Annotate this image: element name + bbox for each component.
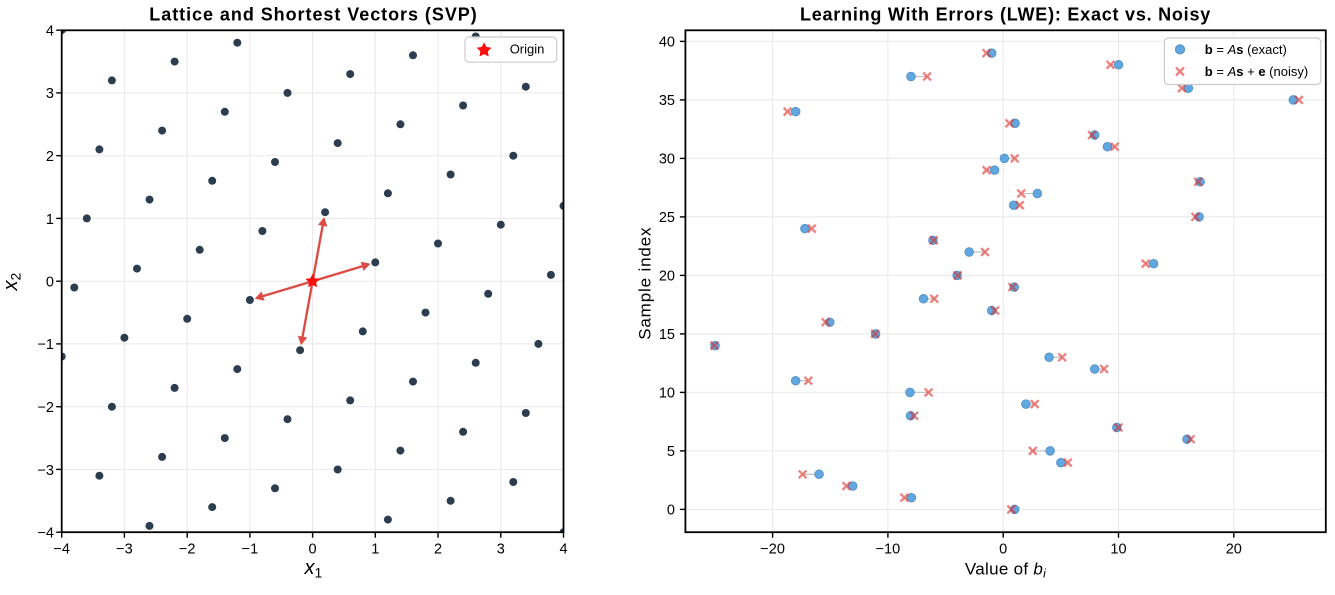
svg-text:5: 5 bbox=[667, 444, 675, 460]
svg-text:b = As + e (noisy): b = As + e (noisy) bbox=[1205, 64, 1308, 79]
svg-text:−3: −3 bbox=[116, 542, 133, 558]
svg-text:−20: −20 bbox=[760, 542, 785, 558]
svg-text:3: 3 bbox=[497, 542, 505, 558]
svg-text:40: 40 bbox=[659, 35, 675, 51]
svg-text:−4: −4 bbox=[37, 526, 54, 542]
svg-text:30: 30 bbox=[659, 152, 675, 168]
svg-text:−2: −2 bbox=[179, 542, 196, 558]
svg-text:0: 0 bbox=[309, 542, 317, 558]
svg-text:4: 4 bbox=[46, 24, 54, 40]
svg-text:b = As (exact): b = As (exact) bbox=[1205, 42, 1287, 57]
svg-text:2: 2 bbox=[46, 149, 54, 165]
svg-text:3: 3 bbox=[46, 86, 54, 102]
svg-text:1: 1 bbox=[371, 542, 379, 558]
svg-text:Origin: Origin bbox=[510, 42, 545, 57]
svg-text:−2: −2 bbox=[37, 400, 54, 416]
svg-text:25: 25 bbox=[659, 210, 675, 226]
svg-text:1: 1 bbox=[46, 212, 54, 228]
svg-text:20: 20 bbox=[1226, 542, 1242, 558]
svg-text:Sample index: Sample index bbox=[636, 227, 655, 340]
svg-text:4: 4 bbox=[559, 542, 567, 558]
svg-text:10: 10 bbox=[659, 386, 675, 402]
svg-text:−4: −4 bbox=[53, 542, 70, 558]
svg-text:0: 0 bbox=[999, 542, 1007, 558]
svg-text:15: 15 bbox=[659, 327, 675, 343]
svg-text:Value of bi: Value of bi bbox=[965, 560, 1046, 581]
svg-text:Lattice and Shortest Vectors (: Lattice and Shortest Vectors (SVP) bbox=[149, 5, 477, 25]
svg-text:0: 0 bbox=[667, 503, 675, 519]
svg-text:−1: −1 bbox=[242, 542, 259, 558]
svg-text:−1: −1 bbox=[37, 337, 54, 353]
svg-text:Learning With Errors (LWE): Ex: Learning With Errors (LWE): Exact vs. No… bbox=[800, 5, 1211, 25]
svg-text:−3: −3 bbox=[37, 463, 54, 479]
svg-text:10: 10 bbox=[1110, 542, 1126, 558]
svg-text:−10: −10 bbox=[876, 542, 901, 558]
svg-text:0: 0 bbox=[46, 275, 54, 291]
svg-text:35: 35 bbox=[659, 93, 675, 109]
svg-text:2: 2 bbox=[434, 542, 442, 558]
svg-text:20: 20 bbox=[659, 269, 675, 285]
